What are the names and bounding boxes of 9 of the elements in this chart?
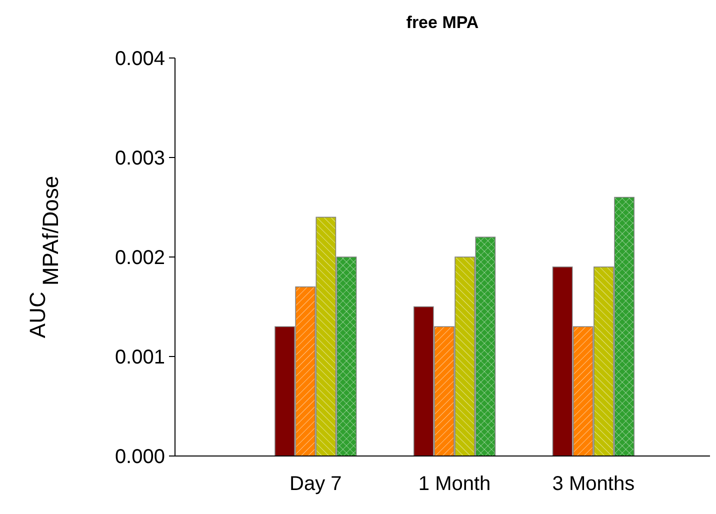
y-tick-label: 0.003: [114, 148, 165, 170]
y-tick-label: 0.004: [114, 48, 165, 70]
chart-title: free MPA: [406, 13, 479, 32]
y-tick-label: 0.002: [114, 247, 165, 269]
x-tick-label: Day 7: [290, 473, 342, 495]
x-tick-label: 1 Month: [418, 473, 491, 495]
y-tick-label: 0.001: [114, 346, 165, 368]
y-tick-label: 0.000: [114, 446, 165, 468]
x-tick-label: 3 Months: [552, 473, 635, 495]
